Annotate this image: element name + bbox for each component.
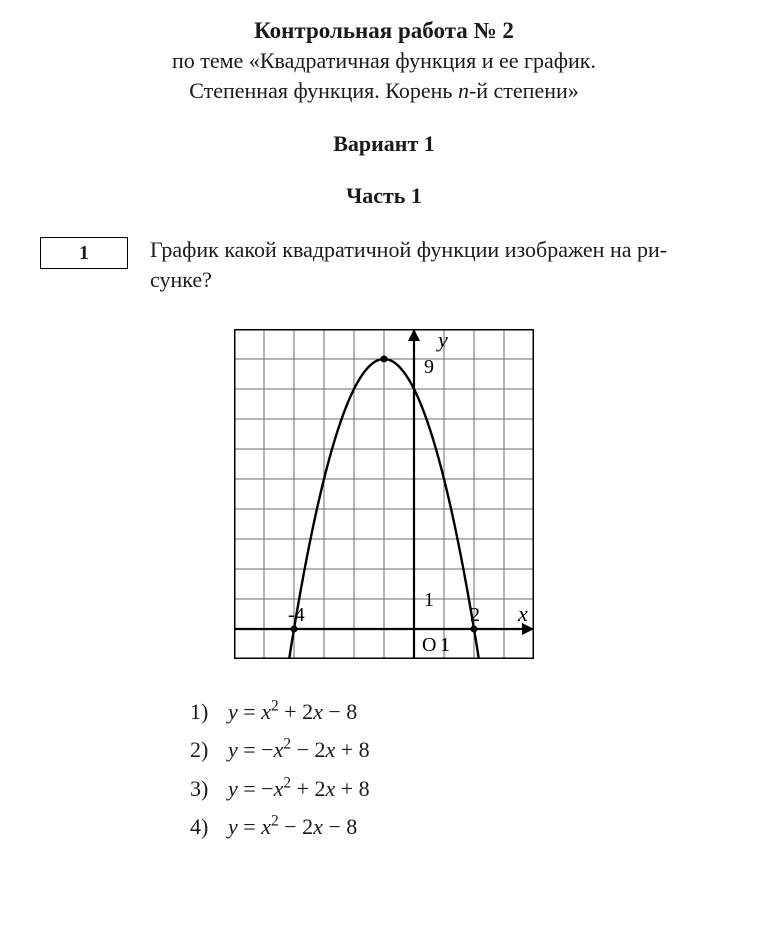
part-heading: Часть 1 [40, 183, 728, 209]
question-text: График какой квадратичной функции изобра… [150, 235, 710, 294]
answer-equation: y = x2 + 2x − 8 [228, 693, 357, 732]
svg-text:2: 2 [470, 604, 480, 626]
answer-option-1: 1) y = x2 + 2x − 8 [190, 693, 728, 732]
svg-text:O: O [422, 634, 436, 656]
answer-option-4: 4) y = x2 − 2x − 8 [190, 808, 728, 847]
answer-equation: y = x2 − 2x − 8 [228, 808, 357, 847]
svg-text:y: y [436, 329, 448, 352]
answer-equation: y = −x2 − 2x + 8 [228, 731, 370, 770]
svg-text:x: x [517, 601, 528, 626]
answer-option-3: 3) y = −x2 + 2x + 8 [190, 770, 728, 809]
answer-number: 2) [190, 731, 218, 770]
variant-heading: Вариант 1 [40, 131, 728, 157]
answer-options: 1) y = x2 + 2x − 8 2) y = −x2 − 2x + 8 3) y =… [190, 693, 728, 847]
parabola-chart: yxO12-419 [234, 329, 534, 659]
answer-number: 1) [190, 693, 218, 732]
answer-equation: y = −x2 + 2x + 8 [228, 770, 370, 809]
answer-number: 3) [190, 770, 218, 809]
answer-number: 4) [190, 808, 218, 847]
doc-subtitle-2: Степенная функция. Корень n-й степени» [40, 76, 728, 106]
svg-text:9: 9 [424, 356, 434, 378]
svg-text:1: 1 [440, 634, 450, 656]
svg-text:-4: -4 [288, 604, 305, 626]
doc-subtitle-1: по теме «Квадратичная функция и ее графи… [40, 46, 728, 76]
doc-title: Контрольная работа № 2 [40, 18, 728, 44]
question-number-box: 1 [40, 237, 128, 269]
question-1: 1 График какой квадратичной функции изоб… [40, 235, 728, 294]
answer-option-2: 2) y = −x2 − 2x + 8 [190, 731, 728, 770]
svg-text:1: 1 [424, 589, 434, 611]
